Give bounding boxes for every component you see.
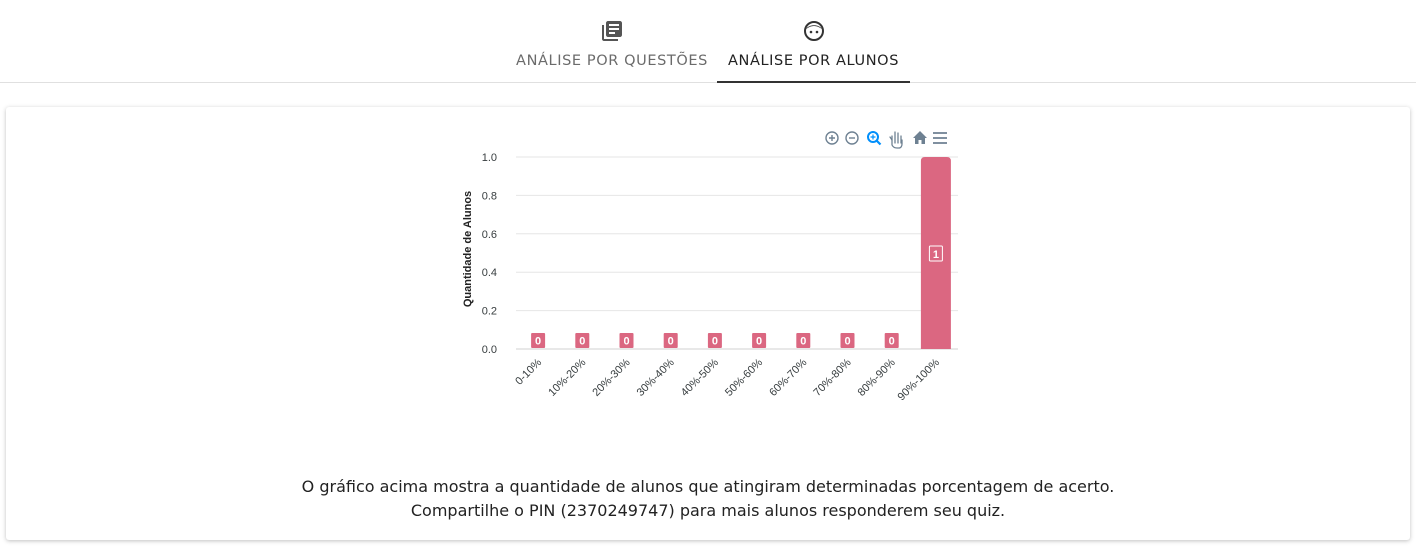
data-label: 0 bbox=[712, 336, 718, 348]
data-label-box bbox=[752, 333, 767, 348]
data-label-box bbox=[575, 333, 590, 348]
data-label: 0 bbox=[800, 336, 806, 348]
y-axis-ticks: 0.0 0.2 0.4 0.6 0.8 1.0 bbox=[482, 152, 497, 356]
chart-card: 0.0 0.2 0.4 0.6 0.8 1.0 Quantidade de Alunos … bbox=[6, 107, 1410, 540]
y-tick-label: 0.6 bbox=[482, 229, 497, 241]
x-tick-label: 0-10% bbox=[513, 356, 544, 387]
tab-analise-por-alunos[interactable]: ANÁLISE POR ALUNOS bbox=[717, 0, 910, 83]
y-tick-label: 1.0 bbox=[482, 152, 497, 164]
data-label: 0 bbox=[668, 336, 674, 348]
data-label-box bbox=[531, 333, 546, 348]
data-label-box bbox=[707, 333, 722, 348]
menu-icon[interactable] bbox=[933, 132, 947, 144]
x-tick-label: 30%-40% bbox=[635, 356, 677, 398]
data-label-box bbox=[663, 333, 678, 348]
data-label-box bbox=[928, 245, 943, 262]
x-tick-label: 40%-50% bbox=[679, 356, 721, 398]
selection-zoom-icon[interactable] bbox=[867, 131, 882, 146]
tab-label: ANÁLISE POR ALUNOS bbox=[727, 53, 899, 69]
x-tick-label: 70%-80% bbox=[811, 356, 853, 398]
x-tick-label: 10%-20% bbox=[546, 356, 588, 398]
library-books-icon bbox=[600, 19, 624, 48]
data-label-box bbox=[619, 333, 634, 348]
y-tick-label: 0.4 bbox=[482, 267, 497, 279]
x-tick-label: 80%-90% bbox=[856, 356, 898, 398]
data-label: 0 bbox=[889, 336, 895, 348]
reset-zoom-icon[interactable] bbox=[913, 131, 927, 144]
face-icon bbox=[802, 19, 826, 48]
pan-icon[interactable] bbox=[889, 131, 903, 149]
tab-bar: ANÁLISE POR QUESTÕES ANÁLISE POR ALUNOS bbox=[0, 0, 1416, 83]
x-tick-label: 20%-30% bbox=[590, 356, 632, 398]
y-axis-title: Quantidade de Alunos bbox=[462, 191, 474, 307]
grid-lines bbox=[516, 156, 958, 350]
tab-label: ANÁLISE POR QUESTÕES bbox=[516, 53, 708, 69]
y-tick-label: 0.0 bbox=[482, 344, 497, 356]
chart-toolbar bbox=[825, 131, 947, 149]
data-label-box bbox=[884, 333, 899, 348]
zoom-in-icon[interactable] bbox=[825, 131, 839, 145]
data-label: 0 bbox=[535, 336, 541, 348]
x-axis-ticks: 0-10% 10%-20% 20%-30% 30%-40% 40%-50% 50%-60%… bbox=[513, 356, 942, 403]
y-tick-label: 0.2 bbox=[482, 306, 497, 318]
data-label: 0 bbox=[579, 336, 585, 348]
x-tick-label: 90%-100% bbox=[895, 356, 942, 403]
bar-chart: 0.00.20.40.60.81.0 Quantidade de Alunos … bbox=[462, 131, 958, 403]
y-tick-label: 0.8 bbox=[482, 190, 497, 202]
zoom-out-icon[interactable] bbox=[845, 131, 859, 145]
share-pin-text: Compartilhe o PIN (2370249747) para mais… bbox=[410, 501, 1006, 520]
x-tick-label: 50%-60% bbox=[723, 356, 765, 398]
data-label: 1 bbox=[933, 249, 939, 261]
data-label: 0 bbox=[756, 336, 762, 348]
data-label-box bbox=[796, 333, 811, 348]
data-label-box bbox=[840, 333, 855, 348]
data-label: 0 bbox=[623, 336, 629, 348]
chart-description: O gráfico acima mostra a quantidade de a… bbox=[301, 477, 1115, 496]
x-tick-label: 60%-70% bbox=[767, 356, 809, 398]
tab-analise-por-questoes[interactable]: ANÁLISE POR QUESTÕES bbox=[507, 0, 717, 82]
data-label: 0 bbox=[844, 336, 850, 348]
bars: 0 0 0 0 0 0 0 0 0 1 bbox=[531, 157, 951, 349]
